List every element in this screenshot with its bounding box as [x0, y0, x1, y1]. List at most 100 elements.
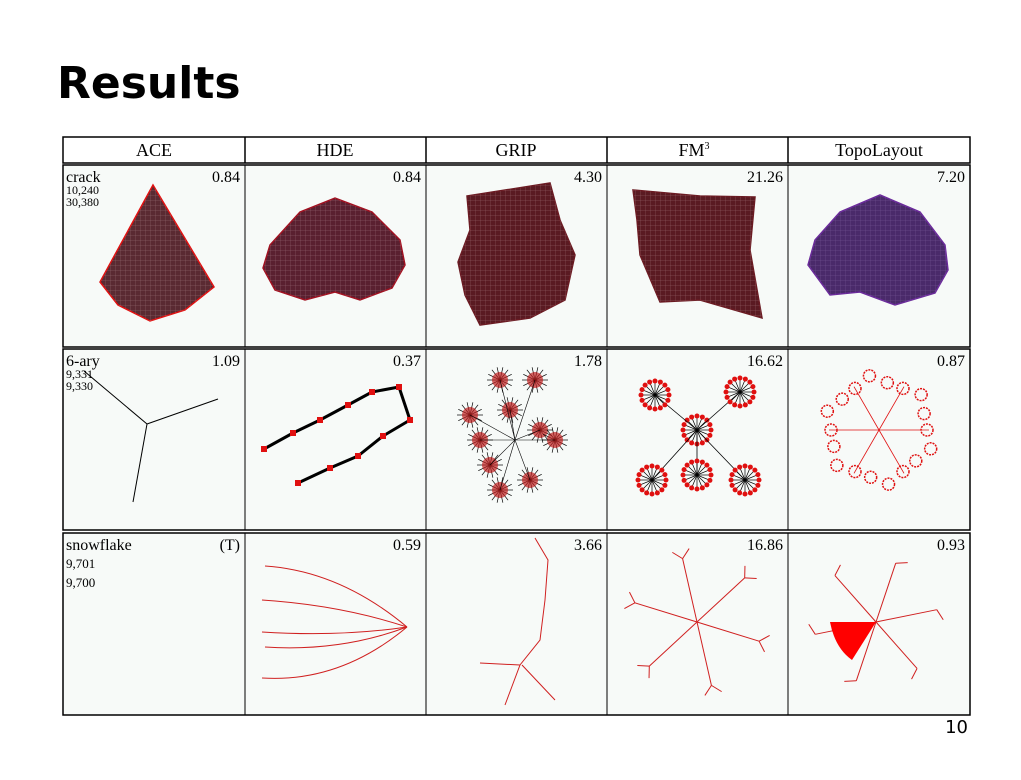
layout-node: [699, 440, 705, 446]
layout-edge: [514, 439, 531, 481]
layout-node: [681, 422, 687, 428]
layout-node: [345, 402, 351, 408]
layout-flower: [896, 381, 910, 396]
layout-node: [396, 384, 402, 390]
layout-node: [708, 427, 714, 433]
layout-node: [732, 467, 738, 473]
runtime: 0.84: [212, 169, 240, 186]
layout-edge: [758, 635, 770, 642]
layout-flower: [914, 387, 928, 402]
layout-flower: [881, 477, 896, 491]
layout-node: [644, 464, 650, 470]
layout-flower: [923, 442, 938, 456]
layout-node: [657, 405, 663, 411]
layout-edge: [744, 577, 757, 579]
layout-node: [681, 467, 687, 473]
layout-node: [639, 487, 645, 493]
layout-edge: [682, 558, 698, 623]
layout-node: [747, 464, 753, 470]
layout-flower: [827, 439, 841, 454]
layout-edge: [146, 398, 219, 425]
layout-node: [750, 384, 756, 390]
layout-node: [752, 467, 758, 473]
layout-edge: [264, 626, 408, 649]
layout-node: [635, 477, 641, 483]
graph-name: 6-ary: [66, 353, 100, 370]
layout-node: [684, 482, 690, 488]
layout-flower: [830, 458, 844, 473]
layout-node: [694, 458, 700, 464]
column-header-text: FM: [678, 140, 704, 160]
layout-node: [644, 490, 650, 496]
layout-edge: [83, 370, 148, 425]
layout-node: [728, 477, 734, 483]
edge-count: 9,330: [66, 379, 93, 393]
layout-edge: [261, 626, 408, 679]
node-count: 10,240: [66, 183, 99, 197]
layout-edge: [696, 391, 741, 431]
runtime: 0.93: [937, 537, 965, 554]
layout-node: [654, 490, 660, 496]
layout-edge: [261, 626, 408, 635]
layout-node: [639, 467, 645, 473]
layout-node: [642, 402, 648, 408]
layout-node: [636, 472, 642, 478]
layout-node: [747, 399, 753, 405]
layout-mesh: [633, 190, 762, 318]
layout-node: [732, 402, 738, 408]
layout-node: [689, 485, 695, 491]
layout-edge: [936, 609, 944, 621]
layout-edge: [696, 577, 746, 623]
layout-node: [755, 472, 761, 478]
layout-node: [642, 382, 648, 388]
layout-mesh: [263, 198, 405, 300]
runtime: 3.66: [574, 537, 602, 554]
layout-edge: [711, 684, 722, 693]
layout-node: [647, 379, 653, 385]
layout-node: [732, 487, 738, 493]
layout-flower: [909, 454, 923, 468]
layout-node: [751, 389, 757, 395]
layout-node: [732, 376, 738, 382]
layout-edge: [648, 621, 698, 667]
layout-node: [638, 392, 644, 398]
layout-edge: [264, 565, 408, 628]
layout-flower: [820, 404, 835, 418]
edge-count: 30,380: [66, 195, 99, 209]
row-frame: [62, 532, 971, 716]
layout-node: [752, 487, 758, 493]
layout-node: [684, 462, 690, 468]
runtime: 4.30: [574, 169, 602, 186]
layout-node: [742, 491, 748, 497]
layout-node: [707, 477, 713, 483]
layout-node: [708, 472, 714, 478]
layout-node: [689, 414, 695, 420]
layout-node: [704, 462, 710, 468]
layout-node: [681, 477, 687, 483]
layout-node: [290, 430, 296, 436]
layout-edge: [499, 379, 516, 441]
layout-wedge: [830, 622, 876, 660]
layout-flower: [862, 369, 877, 383]
graph-name: snowflake: [66, 537, 132, 554]
layout-node: [681, 432, 687, 438]
layout-node: [665, 397, 671, 403]
runtime: 7.20: [937, 169, 965, 186]
layout-edge: [895, 562, 908, 564]
layout-edge: [875, 621, 918, 669]
runtime: 1.09: [212, 353, 240, 370]
layout-flower: [917, 406, 931, 421]
layout-node: [689, 459, 695, 465]
layout-edge: [479, 537, 556, 706]
layout-flower: [848, 381, 862, 396]
runtime: 0.37: [393, 353, 421, 370]
column-header-superscript: 3: [705, 141, 710, 152]
layout-node: [724, 384, 730, 390]
column-header: FM3: [678, 140, 709, 160]
layout-edge: [261, 599, 408, 628]
layout-edge: [654, 394, 698, 431]
layout-node: [647, 405, 653, 411]
layout-edge: [357, 434, 384, 458]
layout-edge: [509, 409, 516, 441]
